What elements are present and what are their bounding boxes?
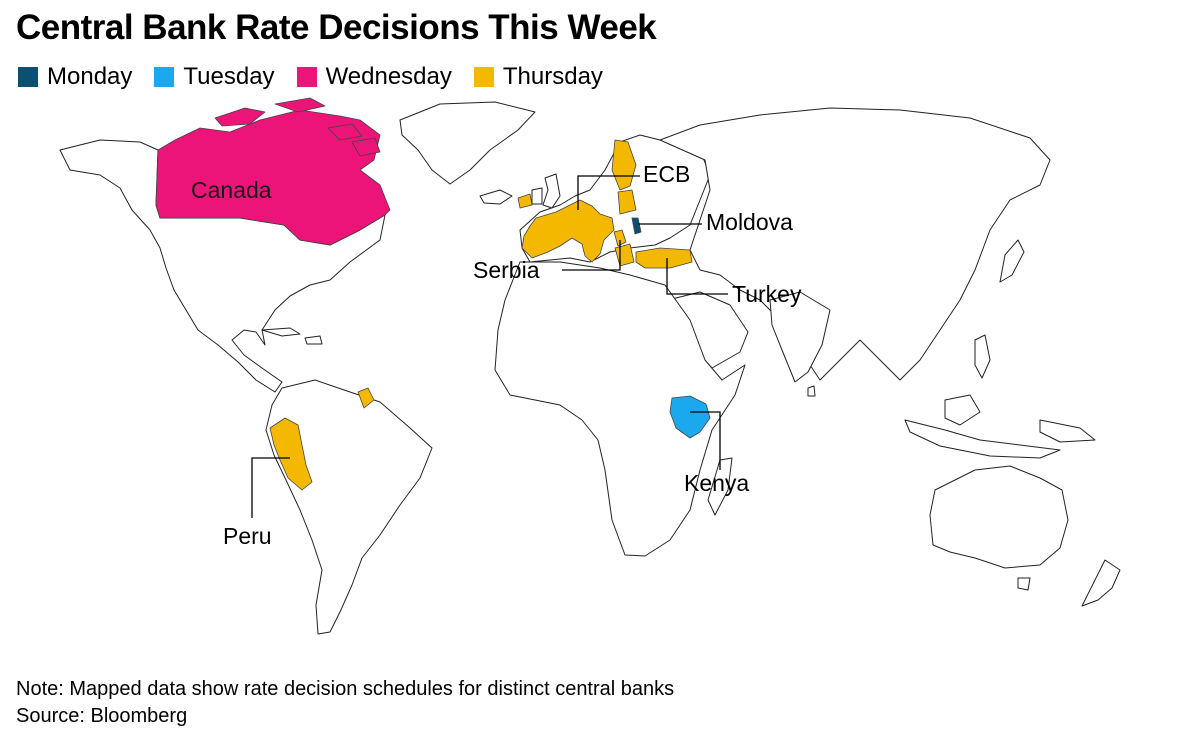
borneo-landmass <box>944 394 981 426</box>
peru-label: Peru <box>223 523 272 549</box>
south-america-landmass <box>265 379 433 635</box>
greenland-landmass <box>399 101 536 185</box>
peru-callout-line <box>251 457 290 518</box>
hispaniola-landmass <box>304 335 323 345</box>
legend-swatch-thursday <box>473 67 494 87</box>
serbia-callout-line <box>562 240 621 271</box>
legend-label-wednesday: Wednesday <box>325 63 452 90</box>
newguinea-landmass <box>1039 419 1096 443</box>
legend-item-thursday: Thursday <box>473 63 603 91</box>
africa-landmass <box>494 261 746 557</box>
srilanka-landmass <box>807 385 816 397</box>
legend-swatch-wednesday <box>296 67 317 87</box>
legend: Monday Tuesday Wednesday Thursday <box>18 63 625 91</box>
canada-label: Canada <box>191 177 272 203</box>
tasmania-landmass <box>1017 577 1031 591</box>
newzealand-landmass <box>1081 559 1121 607</box>
finland-region <box>611 139 637 191</box>
ecb-callout-line <box>577 175 640 210</box>
peru-region <box>269 417 313 491</box>
canada-island-2 <box>274 97 326 113</box>
indonesia-landmass <box>904 419 1061 459</box>
philippines-landmass <box>974 334 991 379</box>
legend-label-tuesday: Tuesday <box>183 63 275 90</box>
kenya-label: Kenya <box>684 470 749 496</box>
suriname-region <box>357 387 375 409</box>
canada-island-1 <box>214 107 266 127</box>
japan-landmass <box>999 239 1025 283</box>
legend-item-wednesday: Wednesday <box>296 63 452 91</box>
australia-landmass <box>929 465 1069 569</box>
india-landmass <box>769 291 831 383</box>
iceland-landmass <box>479 189 513 205</box>
legend-swatch-monday <box>18 67 38 87</box>
serbia-label: Serbia <box>473 257 540 283</box>
ireland-landmass <box>531 187 543 205</box>
legend-item-monday: Monday <box>18 63 132 91</box>
source-line: Source: Bloomberg <box>16 705 188 727</box>
cuba-landmass <box>261 327 301 337</box>
footnote: Note: Mapped data show rate decision sch… <box>16 678 675 700</box>
turkey-callout-line <box>666 258 728 295</box>
legend-label-thursday: Thursday <box>502 63 603 90</box>
turkey-label: Turkey <box>732 281 802 307</box>
kenya-callout-line <box>690 411 721 470</box>
moldova-label: Moldova <box>706 209 793 235</box>
canada-region <box>155 109 391 246</box>
kenya-region <box>669 395 711 439</box>
turkey-region <box>635 247 693 269</box>
asia-landmass <box>659 107 1051 381</box>
chart-title: Central Bank Rate Decisions This Week <box>16 8 657 47</box>
ecb-label: ECB <box>643 161 690 187</box>
legend-item-tuesday: Tuesday <box>154 63 275 91</box>
serbia-region <box>613 229 627 247</box>
legend-label-monday: Monday <box>47 63 133 90</box>
legend-swatch-tuesday <box>154 67 175 87</box>
moldova-region <box>631 217 642 235</box>
baltics-region <box>617 189 637 215</box>
canada-island-4 <box>351 137 381 157</box>
madagascar-landmass <box>707 457 733 516</box>
canada-island-3 <box>327 123 363 141</box>
eurozone-region <box>521 199 615 263</box>
uk-landmass <box>542 173 561 209</box>
netherlands-region <box>517 193 533 209</box>
